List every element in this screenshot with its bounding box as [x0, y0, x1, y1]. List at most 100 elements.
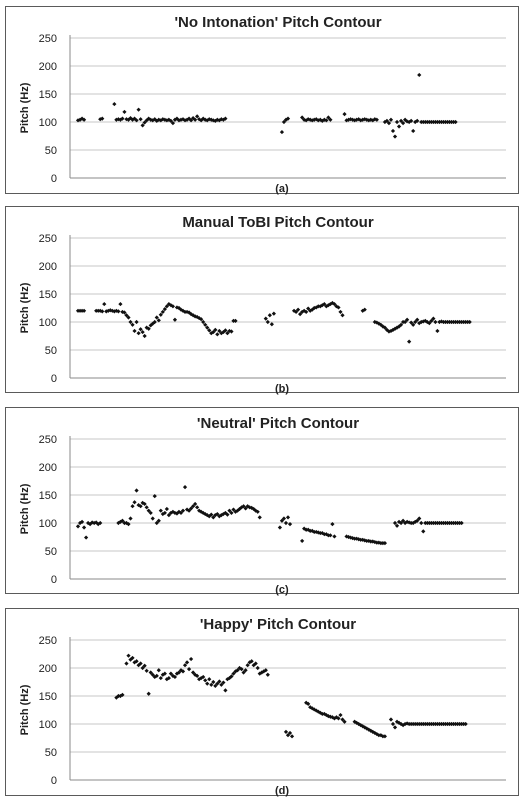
data-point — [400, 121, 406, 126]
data-point — [324, 712, 329, 718]
data-point — [419, 520, 424, 526]
data-point — [257, 515, 262, 520]
data-point — [318, 117, 323, 122]
chart-b: Manual ToBI Pitch Contour 0 50 100 150 200 250… — [19, 214, 506, 395]
data-point — [306, 306, 311, 311]
data-point — [279, 518, 285, 523]
data-point — [348, 117, 353, 122]
data-point — [146, 691, 151, 696]
data-point — [376, 540, 381, 545]
data-point — [178, 668, 184, 673]
y-tick-label: 100 — [39, 518, 57, 530]
data-point — [193, 672, 198, 677]
data-point — [415, 317, 420, 322]
data-point — [322, 117, 327, 122]
y-axis-label: Pitch (Hz) — [19, 684, 31, 735]
data-point — [358, 118, 363, 123]
data-point — [83, 535, 89, 540]
data-point — [314, 708, 319, 713]
chart-panel-b: Manual ToBI Pitch Contour 0 50 100 150 200 250… — [5, 206, 519, 395]
data-point — [128, 319, 133, 325]
data-point — [306, 527, 311, 532]
data-point — [154, 520, 159, 526]
x-axis-label: (a) — [275, 183, 289, 195]
data-point — [162, 307, 167, 312]
data-point — [374, 117, 379, 122]
data-point — [118, 301, 123, 307]
data-point — [79, 116, 85, 121]
y-axis-label: Pitch (Hz) — [19, 282, 31, 333]
data-point — [277, 525, 283, 530]
data-point — [188, 118, 194, 123]
data-point — [439, 319, 444, 324]
data-point — [352, 719, 357, 724]
data-point — [251, 663, 256, 668]
data-point — [243, 506, 248, 511]
data-point — [322, 301, 327, 307]
data-point — [302, 117, 307, 122]
data-point — [221, 680, 226, 685]
chart-title: 'Happy' Pitch Contour — [200, 616, 356, 633]
data-point — [396, 720, 402, 725]
data-point — [186, 667, 192, 672]
y-tick-label: 150 — [39, 89, 57, 101]
data-point — [134, 118, 139, 123]
data-point — [398, 520, 404, 526]
data-point — [201, 116, 206, 121]
data-point — [394, 523, 400, 528]
y-tick-label: 250 — [39, 33, 57, 45]
data-point — [390, 128, 396, 134]
data-point — [300, 309, 305, 315]
data-point — [136, 107, 141, 112]
y-tick-label: 200 — [39, 61, 57, 73]
data-point — [168, 118, 173, 123]
x-axis-label: (b) — [275, 383, 289, 395]
data-point — [263, 316, 268, 321]
data-point — [316, 709, 321, 714]
data-point — [211, 679, 216, 685]
chart-panel-c: 'Neutral' Pitch Contour 0 50 100 150 200 250 Pi… — [5, 407, 519, 596]
data-point — [285, 515, 291, 520]
data-point — [126, 522, 131, 527]
data-point — [170, 121, 176, 126]
chart-d: 'Happy' Pitch Contour 0 50 100 150 200 250 Pitc… — [19, 616, 506, 797]
data-point — [156, 668, 161, 673]
data-point — [146, 326, 151, 331]
data-point — [158, 675, 163, 681]
data-point — [413, 119, 418, 125]
data-point — [231, 507, 236, 512]
chart-a: 'No Intonation' Pitch Contour 0 50 100 150 20… — [19, 14, 506, 195]
data-point — [304, 700, 309, 705]
data-point — [374, 731, 379, 737]
data-point — [332, 534, 337, 539]
data-point — [336, 305, 341, 310]
data-point — [271, 311, 276, 316]
y-tick-label: 250 — [39, 233, 57, 245]
chart-panel-d: 'Happy' Pitch Contour 0 50 100 150 200 250 Pitc… — [5, 608, 519, 797]
data-point — [126, 653, 131, 658]
data-point — [195, 505, 200, 510]
chart-title: Manual ToBI Pitch Contour — [182, 214, 374, 231]
data-point — [267, 313, 272, 318]
data-point — [81, 117, 87, 122]
y-tick-label: 200 — [39, 261, 57, 273]
data-point — [136, 663, 141, 668]
data-point — [158, 508, 163, 513]
y-tick-label: 0 — [51, 173, 57, 185]
y-tick-label: 100 — [39, 117, 57, 129]
data-point — [116, 309, 121, 314]
data-point — [174, 116, 180, 121]
y-tick-label: 150 — [39, 691, 57, 703]
data-point — [164, 506, 169, 512]
data-point — [453, 119, 458, 125]
data-point — [392, 520, 398, 526]
data-point — [403, 520, 408, 526]
y-tick-label: 150 — [39, 289, 57, 301]
data-point — [289, 734, 295, 739]
data-point — [140, 665, 145, 671]
data-point — [132, 500, 137, 505]
data-point — [328, 714, 333, 719]
data-point — [295, 307, 301, 312]
data-point — [362, 725, 367, 730]
data-point — [144, 668, 149, 673]
